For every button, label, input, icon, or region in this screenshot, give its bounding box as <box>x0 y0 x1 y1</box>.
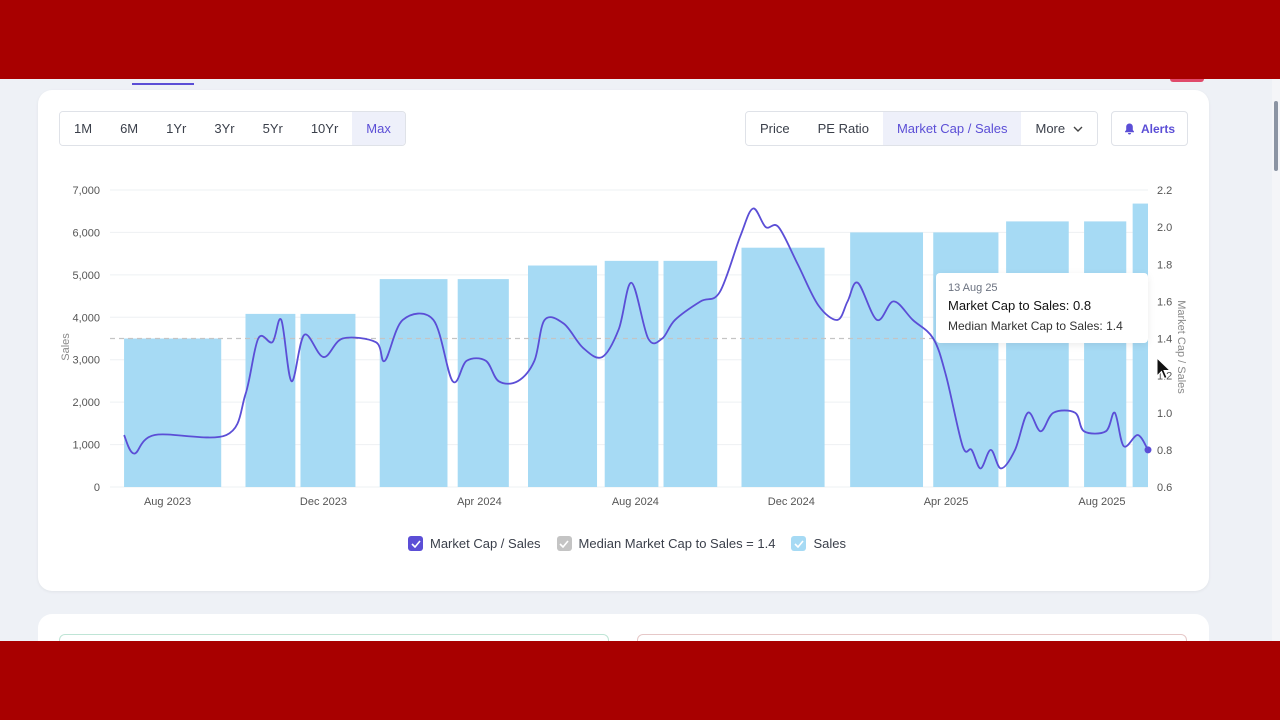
range-button-1m[interactable]: 1M <box>60 112 107 145</box>
sales-bar <box>245 313 296 487</box>
x-tick-label: Apr 2025 <box>924 496 969 508</box>
sales-bar <box>1084 221 1127 487</box>
x-tick-label: Aug 2024 <box>612 496 659 508</box>
chart-card: 1M 6M 1Yr 3Yr 5Yr 10Yr Max Price PE Ratio Market… <box>38 90 1209 591</box>
x-tick-label: Dec 2024 <box>768 496 815 508</box>
metric-button-market-cap-sales[interactable]: Market Cap / Sales <box>882 112 1022 145</box>
legend-item-sales[interactable]: Sales <box>791 536 846 551</box>
y-right-tick-label: 0.8 <box>1157 445 1172 457</box>
page-scrollbar[interactable] <box>1272 79 1280 641</box>
legend-label: Market Cap / Sales <box>430 536 541 551</box>
mouse-cursor-icon <box>1156 357 1172 380</box>
y-left-tick-label: 3,000 <box>72 355 100 367</box>
metric-button-label: Price <box>760 121 790 136</box>
legend-label: Median Market Cap to Sales = 1.4 <box>578 536 776 551</box>
metric-button-label: Market Cap / Sales <box>896 121 1008 136</box>
y-right-tick-label: 1.8 <box>1157 259 1172 271</box>
sales-bar <box>850 232 924 487</box>
metric-button-more[interactable]: More <box>1021 112 1098 145</box>
y-left-tick-label: 2,000 <box>72 397 100 409</box>
tooltip-main-value: Market Cap to Sales: 0.8 <box>948 298 1092 313</box>
metric-button-label: More <box>1035 121 1066 136</box>
y-right-tick-label: 1.4 <box>1157 334 1172 346</box>
sales-bar <box>741 247 825 487</box>
x-tick-label: Dec 2023 <box>300 496 347 508</box>
y-right-tick-label: 1.6 <box>1157 296 1172 308</box>
cons-box <box>637 634 1187 641</box>
nav-badge <box>1170 79 1204 82</box>
range-button-1yr[interactable]: 1Yr <box>152 112 201 145</box>
range-button-3yr[interactable]: 3Yr <box>200 112 249 145</box>
y-right-axis-title: Market Cap / Sales <box>1175 300 1187 394</box>
y-left-tick-label: 6,000 <box>72 227 100 239</box>
time-range-selector: 1M 6M 1Yr 3Yr 5Yr 10Yr Max <box>59 111 406 146</box>
y-right-tick-label: 2.2 <box>1157 185 1172 197</box>
market-cap-sales-chart: 0 1,000 2,000 3,000 4,000 5,000 6,000 7,000 0.6 0… <box>60 185 1187 508</box>
pros-box <box>59 634 609 641</box>
x-tick-label: Apr 2024 <box>457 496 502 508</box>
y-left-tick-label: 7,000 <box>72 185 100 197</box>
metric-button-label: PE Ratio <box>817 121 869 136</box>
metric-selector: Price PE Ratio Market Cap / Sales More <box>745 111 1099 146</box>
y-right-tick-label: 1.0 <box>1157 408 1172 420</box>
active-tab-underline <box>132 83 194 85</box>
y-left-tick-label: 4,000 <box>72 312 100 324</box>
y-left-tick-label: 1,000 <box>72 440 100 452</box>
metric-button-pe-ratio[interactable]: PE Ratio <box>803 112 883 145</box>
y-left-axis-title: Sales <box>60 333 72 361</box>
sales-bar <box>528 265 598 487</box>
alerts-label: Alerts <box>1140 121 1175 136</box>
checkbox-icon[interactable] <box>408 536 423 551</box>
chart-tooltip: 13 Aug 25 Market Cap to Sales: 0.8 Media… <box>936 273 1148 343</box>
scrollbar-thumb[interactable] <box>1274 101 1278 171</box>
y-left-tick-label: 5,000 <box>72 270 100 282</box>
tooltip-median-value: Median Market Cap to Sales: 1.4 <box>948 319 1123 333</box>
checkbox-icon[interactable] <box>556 536 572 551</box>
y-left-tick-label: 0 <box>94 482 100 494</box>
market-cap-sales-line <box>123 207 1149 470</box>
checkbox-icon[interactable] <box>791 536 807 551</box>
range-button-max[interactable]: Max <box>352 112 405 145</box>
secondary-card <box>38 614 1209 641</box>
sales-bar <box>1006 221 1069 487</box>
page-viewport: 1M 6M 1Yr 3Yr 5Yr 10Yr Max Price PE Ratio Market… <box>0 79 1280 641</box>
legend-label: Sales <box>813 536 846 551</box>
legend-item-market-cap-sales[interactable]: Market Cap / Sales <box>408 536 541 551</box>
sales-bar <box>604 260 659 487</box>
range-button-6m[interactable]: 6M <box>106 112 153 145</box>
chevron-down-icon <box>1073 126 1083 132</box>
alerts-button[interactable]: Alerts <box>1111 111 1188 146</box>
y-right-tick-label: 2.0 <box>1157 222 1172 234</box>
sales-bar <box>124 338 222 487</box>
range-button-10yr[interactable]: 10Yr <box>296 112 353 145</box>
chart-legend: Market Cap / Sales Median Market Cap to … <box>408 536 862 551</box>
sales-bar <box>300 313 356 487</box>
sales-bar <box>663 260 718 487</box>
y-right-tick-label: 0.6 <box>1157 482 1172 494</box>
bell-icon <box>1124 123 1134 134</box>
range-button-5yr[interactable]: 5Yr <box>248 112 297 145</box>
sales-bar <box>379 279 448 487</box>
metric-button-price[interactable]: Price <box>746 112 804 145</box>
legend-item-median[interactable]: Median Market Cap to Sales = 1.4 <box>556 536 776 551</box>
hover-point <box>1144 446 1152 454</box>
x-tick-label: Aug 2025 <box>1078 496 1125 508</box>
tooltip-date: 13 Aug 25 <box>948 282 998 294</box>
top-nav-strip <box>0 79 1280 89</box>
sales-bar <box>933 232 999 487</box>
x-tick-label: Aug 2023 <box>144 496 191 508</box>
